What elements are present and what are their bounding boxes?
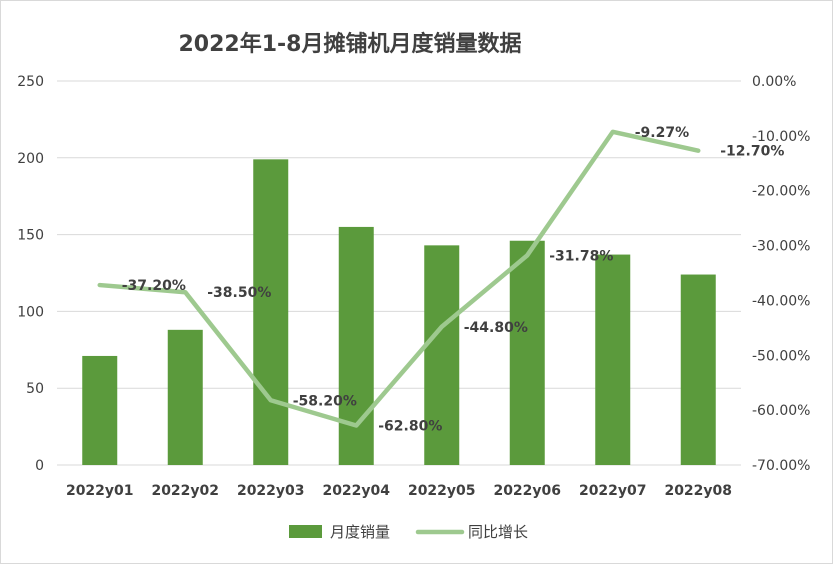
x-axis-category-label: 2022y04: [322, 483, 390, 499]
right-axis-tick-label: -40.00%: [752, 293, 810, 309]
line-data-labels: -37.20% -38.50% -58.20% -62.80% -44.80% -31.7…: [122, 125, 785, 435]
right-axis-tick-label: -50.00%: [752, 348, 810, 364]
line-data-label: -38.50%: [207, 285, 271, 301]
left-axis-tick-label: 150: [17, 228, 44, 244]
bar-series: [82, 159, 716, 465]
line-data-label: -44.80%: [464, 320, 528, 336]
bar: [338, 226, 374, 465]
legend-line-label: 同比增长: [468, 523, 528, 541]
line-data-label: -12.70%: [720, 144, 784, 160]
legend-bar-label: 月度销量: [330, 523, 390, 541]
x-axis-category-label: 2022y03: [237, 483, 305, 499]
left-axis-tick-label: 0: [35, 458, 44, 474]
left-axis-tick-label: 200: [17, 151, 44, 167]
right-axis-tick-label: -10.00%: [752, 129, 810, 145]
right-axis-tick-label: -30.00%: [752, 239, 810, 255]
x-axis-category-label: 2022y06: [493, 483, 561, 499]
right-axis-tick-label: -60.00%: [752, 403, 810, 419]
x-axis-category-label: 2022y07: [579, 483, 647, 499]
line-data-label: -37.20%: [122, 278, 186, 294]
right-axis-ticks: -70.00% -60.00% -50.00% -40.00% -30.00% -20.0…: [752, 74, 810, 474]
line-series: [97, 129, 701, 428]
right-axis-tick-label: -70.00%: [752, 458, 810, 474]
right-axis-tick-label: 0.00%: [752, 74, 796, 90]
line-data-label: -58.20%: [293, 393, 357, 409]
line-data-label: -9.27%: [635, 125, 689, 141]
bar: [253, 159, 289, 465]
x-axis-category-label: 2022y02: [151, 483, 219, 499]
chart-title: 2022年1-8月摊铺机月度销量数据: [178, 32, 522, 57]
bar: [680, 274, 716, 465]
line-data-label: -62.80%: [378, 419, 442, 435]
bar: [424, 245, 460, 465]
x-axis-categories: 2022y01 2022y02 2022y03 2022y04 2022y05 2022y…: [66, 483, 732, 499]
left-axis-ticks: 0 50 100 150 200 250: [17, 74, 44, 474]
left-axis-tick-label: 250: [17, 74, 44, 90]
bar: [82, 355, 118, 465]
x-axis-category-label: 2022y05: [408, 483, 476, 499]
legend-bar-swatch: [289, 525, 322, 538]
left-axis-tick-label: 50: [26, 381, 44, 397]
growth-line: [97, 129, 701, 428]
right-axis-tick-label: -20.00%: [752, 184, 810, 200]
bar: [595, 254, 631, 465]
bar: [509, 240, 545, 465]
line-data-label: -31.78%: [549, 248, 613, 264]
legend: 月度销量 同比增长: [289, 523, 528, 541]
x-axis-category-label: 2022y08: [664, 483, 732, 499]
x-axis-category-label: 2022y01: [66, 483, 134, 499]
bar: [167, 329, 203, 465]
left-axis-tick-label: 100: [17, 304, 44, 320]
